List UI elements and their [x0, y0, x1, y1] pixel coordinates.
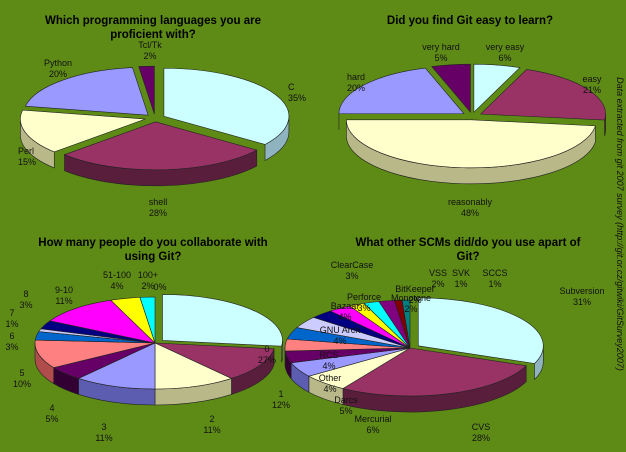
slice-name-label: 6 [9, 331, 14, 341]
slice-percent-label: 11% [95, 433, 112, 443]
slice-name-label: reasonably [448, 197, 493, 207]
other-scms-pie-chart: What other SCMs did/do you use apart of G… [285, 237, 605, 443]
pie-slice-0 [163, 294, 283, 346]
slice-name-label: shell [149, 197, 168, 207]
slice-percent-label: 5% [434, 53, 447, 63]
slice-name-label: Darcs [334, 395, 358, 405]
chart-title-line: Which programming languages you are [45, 15, 261, 27]
slice-percent-label: 4% [110, 281, 123, 291]
slice-name-label: VSS [429, 268, 447, 278]
slice-percent-label: 5% [45, 414, 58, 424]
slice-percent-label: 4% [338, 312, 351, 322]
slice-name-label: RCS [319, 350, 338, 360]
slice-name-label: Perforce [347, 292, 381, 302]
chart-title-line: Did you find Git easy to learn? [387, 15, 553, 27]
slice-name-label: 4 [49, 403, 54, 413]
slice-percent-label: 11% [55, 296, 72, 306]
slice-percent-label: 4% [322, 361, 335, 371]
slice-percent-label: 28% [149, 208, 167, 218]
slice-percent-label: 3% [19, 300, 32, 310]
slice-percent-label: 1% [5, 319, 18, 329]
slice-percent-label: 2% [431, 279, 444, 289]
slice-name-label: 2 [209, 414, 214, 424]
slice-percent-label: 2% [143, 51, 156, 61]
slice-name-label: Monotone [391, 293, 431, 303]
slice-percent-label: 28% [472, 433, 490, 443]
slice-name-label: easy [582, 74, 602, 84]
slice-name-label: Bazaar [331, 301, 360, 311]
slice-percent-label: 35% [288, 93, 306, 103]
slice-percent-label: 10% [13, 379, 31, 389]
slice-name-label: 1 [278, 389, 283, 399]
slice-name-label: Other [319, 373, 342, 383]
slice-name-label: 7 [9, 308, 14, 318]
slice-percent-label: 5% [339, 406, 352, 416]
slice-percent-label: 31% [573, 297, 591, 307]
slice-percent-label: 2% [404, 304, 417, 314]
slice-name-label: 8 [23, 289, 28, 299]
slice-name-label: 0 [264, 344, 269, 354]
slice-name-label: 3 [101, 422, 106, 432]
slice-name-label: Tcl/Tk [138, 40, 162, 50]
languages-pie-chart: Which programming languages you areprofi… [18, 15, 306, 218]
slice-name-label: 5 [19, 368, 24, 378]
slice-percent-label: 3% [5, 342, 18, 352]
git-learning-pie-chart: Did you find Git easy to learn? very easy… [339, 15, 606, 218]
slice-name-label: ClearCase [331, 260, 374, 270]
slice-name-label: Mercurial [354, 414, 391, 424]
slice-name-label: SCCS [482, 268, 507, 278]
slice-name-label: SVK [452, 268, 470, 278]
slice-name-label: very hard [422, 42, 460, 52]
chart-title-line: using Git? [125, 251, 182, 263]
slice-name-label: C [288, 82, 295, 92]
slice-name-label: very easy [486, 42, 525, 52]
slice-name-label: GNU Arch [320, 325, 361, 335]
pie-slice-python [25, 68, 148, 116]
slice-percent-label: 3% [345, 271, 358, 281]
slice-percent-label: 4% [323, 384, 336, 394]
slice-percent-label: 21% [583, 85, 601, 95]
chart-title-line: What other SCMs did/do you use apart of [356, 237, 581, 249]
slice-percent-label: 4% [333, 336, 346, 346]
slice-percent-label: 6% [498, 53, 511, 63]
slice-name-label: CVS [472, 422, 491, 432]
collaborators-pie-chart: How many people do you collaborate with u… [5, 237, 290, 443]
slice-percent-label: 15% [18, 157, 36, 167]
slice-percent-label: 1% [488, 279, 501, 289]
slice-percent-label: 20% [347, 83, 365, 93]
slice-percent-label: 20% [49, 69, 67, 79]
slice-name-label: Subversion [559, 286, 604, 296]
slice-name-label: 9-10 [55, 285, 73, 295]
slice-percent-label: 48% [461, 208, 479, 218]
slice-name-label: 100+ [138, 270, 158, 280]
chart-title-line: How many people do you collaborate with [38, 237, 267, 249]
source-note: Data extracted from git 2007 survey (htt… [615, 77, 625, 371]
slice-percent-label: 1% [454, 279, 467, 289]
slice-name-label: 51-100 [103, 270, 131, 280]
slice-percent-label: 12% [272, 400, 290, 410]
slice-name-label: Perl [18, 146, 34, 156]
extra-percent-label: 0% [153, 282, 166, 292]
chart-title-line: Git? [457, 251, 480, 263]
slice-percent-label: 6% [366, 425, 379, 435]
slice-percent-label: 27% [258, 355, 276, 365]
slice-percent-label: 11% [203, 425, 220, 435]
slice-name-label: hard [347, 72, 365, 82]
slice-name-label: Python [44, 58, 72, 68]
slice-percent-label: 3% [357, 303, 370, 313]
